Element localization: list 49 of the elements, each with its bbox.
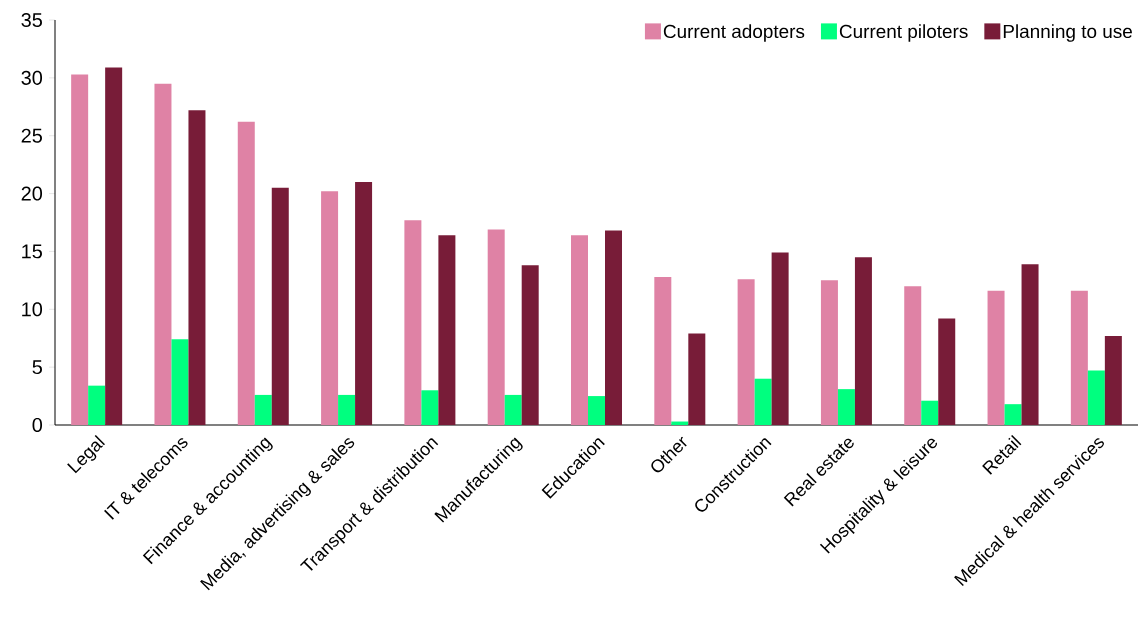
y-tick-label: 20 xyxy=(21,186,43,201)
bar xyxy=(338,394,356,425)
bar xyxy=(88,385,106,425)
bar xyxy=(987,290,1005,425)
bar xyxy=(254,394,272,425)
bar xyxy=(771,252,789,425)
bar xyxy=(571,235,588,425)
bar xyxy=(321,191,339,425)
bar xyxy=(237,121,255,425)
bar xyxy=(605,230,622,425)
bar xyxy=(1004,404,1022,425)
bar xyxy=(504,394,522,425)
bar xyxy=(154,83,172,425)
bar xyxy=(688,333,706,425)
bar xyxy=(938,318,956,425)
bar xyxy=(904,286,922,425)
bar xyxy=(1104,335,1122,425)
legend-label: Planning to use xyxy=(1003,24,1132,42)
bar xyxy=(837,389,855,425)
bar xyxy=(404,220,422,425)
bar xyxy=(921,400,939,425)
bar xyxy=(171,339,189,425)
bar xyxy=(71,74,89,425)
y-tick-label: 0 xyxy=(32,417,43,433)
bar xyxy=(820,280,838,425)
bar xyxy=(854,257,872,425)
y-tick-label: 15 xyxy=(22,244,42,259)
bar xyxy=(588,396,605,425)
bar xyxy=(355,182,373,425)
legend-label: Current piloters xyxy=(839,24,968,42)
bar xyxy=(521,265,539,425)
bar xyxy=(654,276,672,425)
bar xyxy=(737,279,755,425)
bar xyxy=(1087,370,1105,425)
legend-label: Current adopters xyxy=(663,24,805,42)
bar xyxy=(754,378,772,425)
bar xyxy=(1070,290,1088,425)
bar xyxy=(1021,264,1039,425)
bar xyxy=(487,229,505,425)
y-tick-label: 35 xyxy=(21,12,42,28)
y-tick-label: 25 xyxy=(21,128,42,143)
bar xyxy=(105,67,123,425)
bar xyxy=(421,390,439,425)
y-tick-label: 30 xyxy=(21,70,43,85)
bar xyxy=(438,235,456,425)
bar xyxy=(188,110,206,425)
bar xyxy=(271,187,289,425)
y-tick-label: 10 xyxy=(22,302,43,317)
y-tick-label: 5 xyxy=(32,360,42,375)
